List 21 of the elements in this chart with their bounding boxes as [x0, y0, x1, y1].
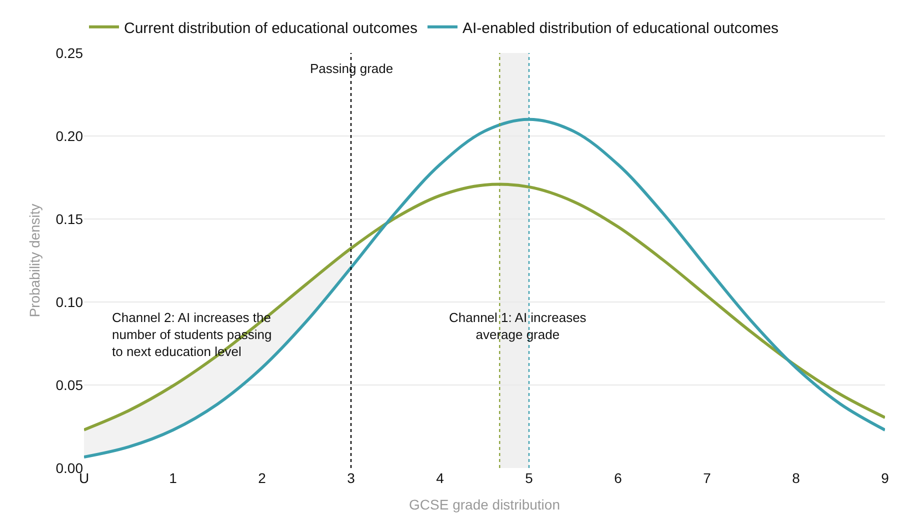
- x-tick-label: 7: [703, 470, 712, 486]
- x-tick-label: 3: [347, 470, 356, 486]
- y-tick-label: 0.10: [56, 294, 84, 310]
- legend-label: AI-enabled distribution of educational outcomes: [462, 20, 779, 37]
- y-tick-label: 0.00: [56, 460, 84, 476]
- y-tick-label: 0.20: [56, 128, 84, 144]
- legend-label: Current distribution of educational outcomes: [124, 20, 418, 37]
- x-axis-title: GCSE grade distribution: [409, 496, 560, 512]
- x-tick-label: 9: [881, 470, 890, 486]
- y-tick-label: 0.25: [56, 44, 84, 61]
- x-tick-label: 4: [436, 470, 444, 486]
- y-tick-label: 0.05: [56, 376, 84, 393]
- x-tick-label: 8: [792, 470, 800, 486]
- y-tick-label: 0.15: [56, 210, 84, 227]
- annotation: Channel 1: AI increases average grade: [449, 310, 587, 342]
- x-tick-label: 2: [258, 470, 266, 486]
- x-tick-label: 5: [525, 470, 534, 486]
- x-tick-label: 1: [169, 470, 178, 486]
- ref-line-label: Passing grade: [310, 61, 394, 76]
- x-tick-label: 6: [614, 470, 622, 486]
- y-axis-title: Probability density: [26, 204, 42, 318]
